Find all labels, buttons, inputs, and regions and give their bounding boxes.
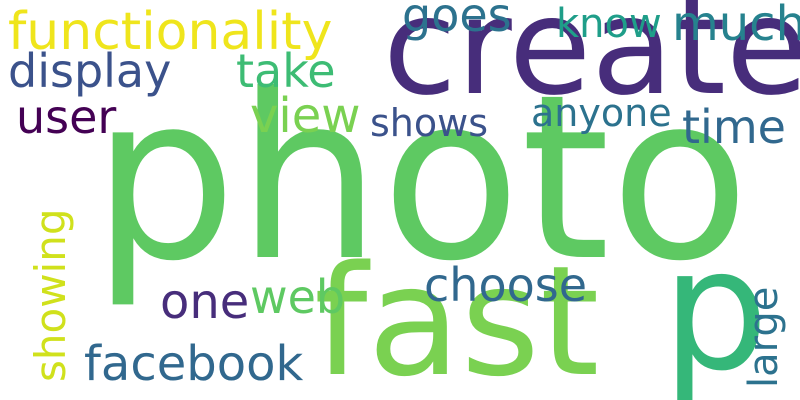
word-create: create (383, 0, 800, 125)
word-much: much (672, 0, 800, 52)
word-p: p (662, 212, 769, 400)
word-user: user (16, 90, 117, 144)
word-anyone: anyone (531, 91, 672, 135)
word-large: large (741, 286, 787, 388)
word-shows: shows (370, 101, 489, 145)
word-showing: showing (26, 208, 75, 383)
word-take: take (236, 44, 336, 98)
word-time: time (682, 100, 786, 154)
word-functionality: functionality (8, 2, 333, 62)
word-know: know (556, 1, 662, 47)
word-view: view (250, 88, 361, 144)
word-goes: goes (402, 0, 512, 42)
word-photo: photo (92, 45, 750, 311)
word-fast: fast (314, 233, 600, 400)
word-web: web (250, 270, 346, 324)
word-one: one (160, 274, 250, 330)
word-facebook: facebook (84, 336, 304, 392)
word-choose: choose (424, 258, 587, 312)
word-display: display (8, 44, 172, 98)
